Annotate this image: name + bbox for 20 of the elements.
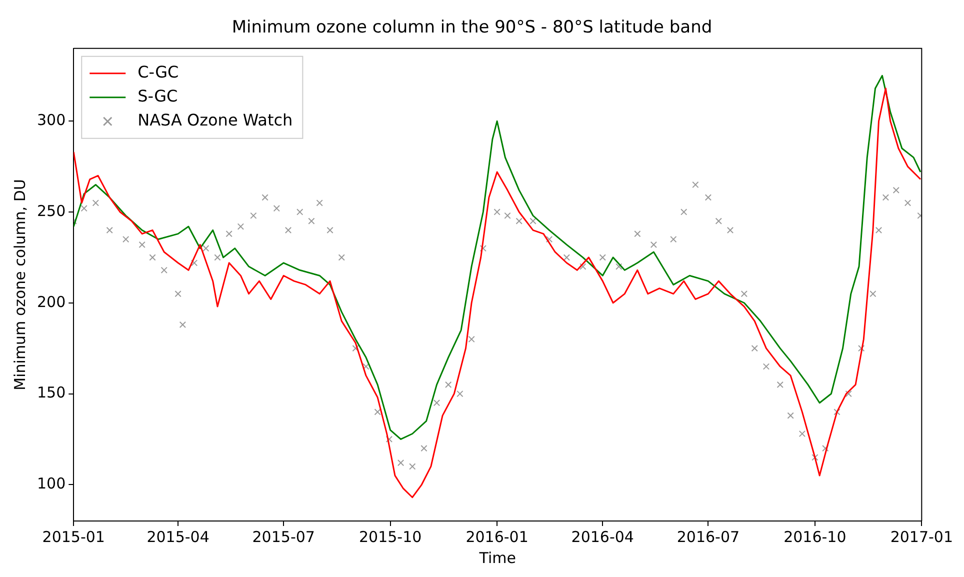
legend-label: C-GC — [138, 62, 179, 82]
x-tick-label: 2016-01 — [466, 528, 528, 546]
y-tick-label: 200 — [36, 292, 66, 311]
x-tick-label: 2017-01 — [890, 528, 954, 546]
x-tick-label: 2015-04 — [146, 528, 210, 546]
y-tick-label: 250 — [36, 202, 66, 220]
x-axis-title: Time — [478, 548, 516, 567]
y-tick-label: 100 — [36, 474, 66, 493]
y-tick-label: 300 — [36, 111, 66, 129]
y-tick-label: 150 — [36, 384, 66, 402]
x-tick-label: 2016-04 — [571, 528, 634, 546]
legend-label: S-GC — [138, 86, 178, 106]
x-tick-label: 2016-07 — [676, 528, 740, 546]
chart-title: Minimum ozone column in the 90°S - 80°S latitude band — [232, 18, 712, 38]
x-tick-label: 2015-07 — [252, 528, 315, 546]
x-tick-label: 2015-01 — [42, 528, 105, 546]
y-axis-title: Minimum ozone column, DU — [10, 179, 29, 390]
legend-label: NASA Ozone Watch — [138, 110, 293, 130]
x-tick-label: 2015-10 — [358, 528, 422, 546]
x-tick-label: 2016-10 — [784, 528, 846, 546]
